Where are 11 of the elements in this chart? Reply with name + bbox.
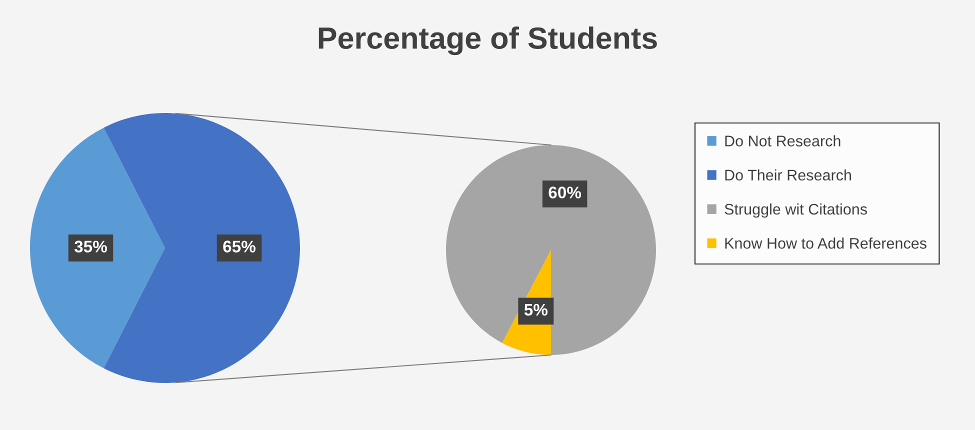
legend-label: Do Their Research (725, 169, 851, 181)
legend-label: Struggle wit Citations (724, 203, 867, 218)
legend-label: Do Not Research (725, 135, 840, 146)
pie-slice (446, 145, 656, 355)
data-label: 60% (548, 186, 582, 198)
pie-slice (30, 128, 165, 368)
data-label: 5% (524, 304, 548, 316)
legend-label: Know How to Add References (725, 238, 926, 249)
chart-title: Percentage of Students (318, 26, 657, 56)
data-label: 65% (223, 240, 256, 252)
data-label: 35% (74, 240, 107, 252)
